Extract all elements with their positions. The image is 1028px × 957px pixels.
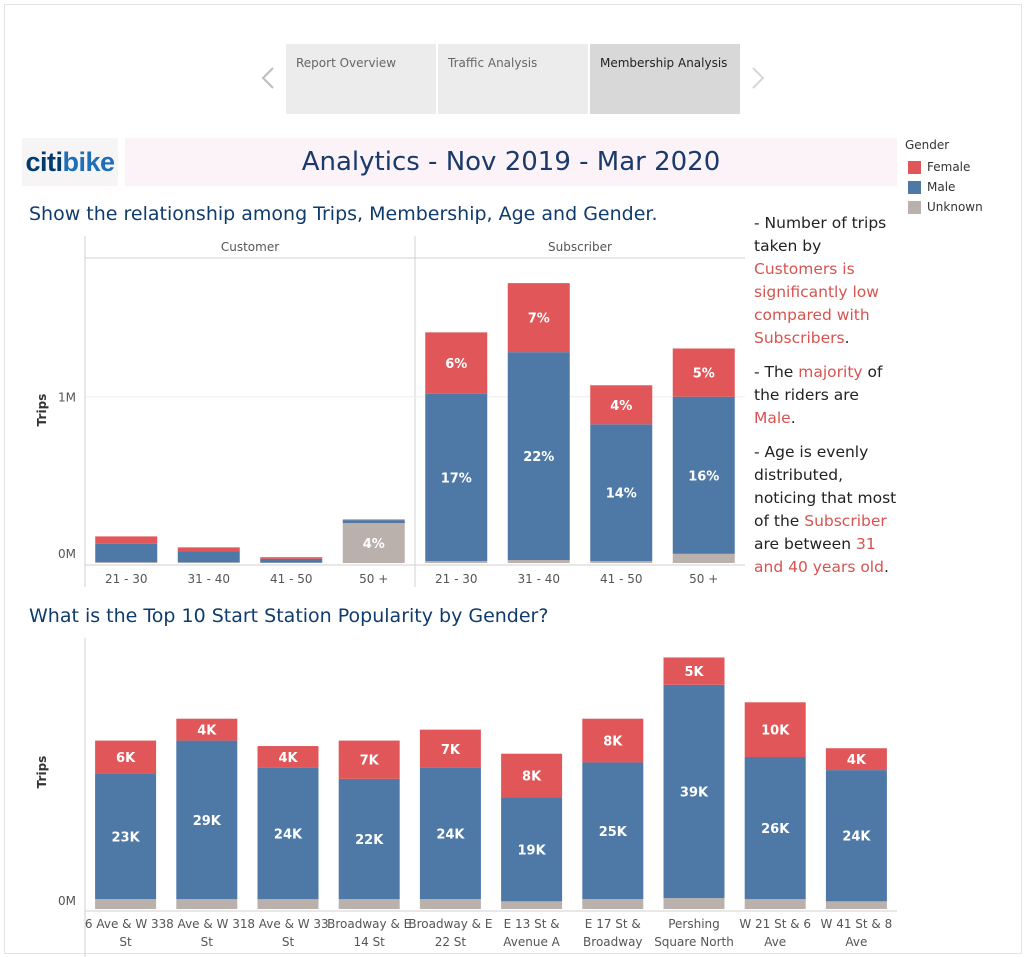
note-highlight: 31 and 40 years old	[754, 535, 884, 576]
note-text: - The	[754, 363, 799, 381]
legend-item-male[interactable]: Male	[905, 177, 983, 197]
note-paragraph: - Age is evenly distributed, noticing th…	[754, 441, 899, 579]
note-text: of the riders are	[754, 363, 883, 404]
page-title-bar: Analytics - Nov 2019 - Mar 2020	[125, 138, 897, 186]
legend-swatch	[908, 180, 921, 194]
page-title: Analytics - Nov 2019 - Mar 2020	[301, 147, 721, 177]
tab-traffic-analysis[interactable]: Traffic Analysis	[438, 44, 588, 114]
gender-legend: Gender Female Male Unknown	[905, 138, 983, 217]
note-paragraph: - Number of trips taken by Customers is …	[754, 212, 899, 350]
note-text: .	[844, 329, 850, 347]
note-highlight: Subscriber	[804, 512, 887, 530]
note-paragraph: - The majority of the riders are Male.	[754, 361, 899, 430]
note-text: .	[883, 558, 889, 576]
logo-citi-text: citi	[25, 146, 63, 177]
prev-tab-arrow-icon[interactable]	[260, 62, 276, 94]
note-highlight: Male	[754, 409, 791, 427]
tab-label: Traffic Analysis	[448, 56, 538, 70]
section-title-stations: What is the Top 10 Start Station Popular…	[29, 605, 549, 627]
note-text: - Number of trips taken by	[754, 214, 887, 255]
note-text: .	[790, 409, 796, 427]
logo-bike-text: bike	[62, 146, 115, 177]
legend-item-unknown[interactable]: Unknown	[905, 197, 983, 217]
legend-swatch	[908, 160, 921, 174]
legend-label: Unknown	[927, 200, 983, 214]
tab-report-overview[interactable]: Report Overview	[286, 44, 436, 114]
note-text: - Age is evenly distributed, noticing th…	[754, 443, 897, 530]
note-highlight: majority	[798, 363, 863, 381]
legend-title: Gender	[905, 138, 950, 152]
note-highlight: Customers is significantly low compared …	[754, 260, 879, 347]
note-text: are between	[754, 535, 856, 553]
tab-label: Membership Analysis	[600, 56, 728, 70]
section-title-membership: Show the relationship among Trips, Membe…	[29, 203, 658, 225]
next-tab-arrow-icon[interactable]	[750, 62, 766, 94]
tab-membership-analysis[interactable]: Membership Analysis	[590, 44, 740, 114]
legend-item-female[interactable]: Female	[905, 157, 983, 177]
citibike-logo: citibike	[22, 138, 118, 186]
tab-label: Report Overview	[296, 56, 397, 70]
legend-swatch	[908, 200, 921, 214]
legend-label: Male	[927, 180, 956, 194]
dashboard-frame	[4, 4, 1022, 954]
legend-label: Female	[927, 160, 971, 174]
insights-notes: - Number of trips taken by Customers is …	[754, 212, 899, 590]
